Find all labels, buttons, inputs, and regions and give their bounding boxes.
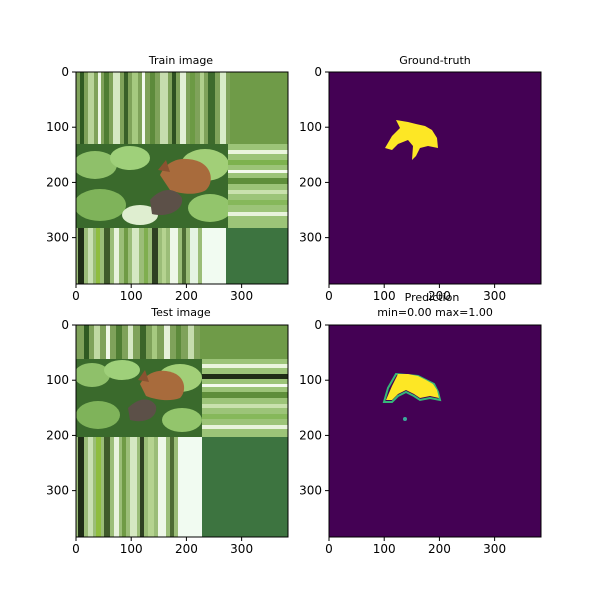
x-ticks: 0 100 200 300 (325, 537, 506, 556)
x-tick-label: 0 (325, 289, 333, 303)
panel-title: Test image (150, 306, 211, 319)
y-tick-label: 100 (46, 373, 69, 387)
x-tick-label: 100 (373, 542, 396, 556)
x-tick-label: 200 (428, 542, 451, 556)
x-ticks: 0 100 200 300 (72, 284, 253, 303)
panel-title: Ground-truth (399, 54, 471, 67)
y-tick-label: 0 (61, 65, 69, 79)
panel-title: Train image (148, 54, 213, 67)
x-tick-label: 200 (428, 289, 451, 303)
y-tick-label: 0 (314, 318, 322, 332)
y-tick-label: 100 (46, 120, 69, 134)
mask-shape (385, 120, 438, 160)
y-tick-label: 0 (314, 65, 322, 79)
axes-frame (75, 71, 289, 285)
train-image-canvas (76, 72, 288, 284)
y-tick-label: 200 (299, 175, 322, 189)
x-tick-label: 200 (175, 542, 198, 556)
panel-ground-truth: Ground-truth 0 100 200 300 0 100 200 300 (299, 54, 542, 303)
x-tick-label: 300 (483, 542, 506, 556)
axes-frame (328, 324, 542, 538)
y-tick-label: 300 (299, 231, 322, 245)
prediction-background (329, 325, 541, 537)
axes-frame (328, 71, 542, 285)
x-ticks: 0 100 200 300 (325, 284, 506, 303)
x-ticks: 0 100 200 300 (72, 537, 253, 556)
axes-frame (75, 324, 289, 538)
x-tick-label: 100 (120, 542, 143, 556)
panel-test-image: Test image (46, 306, 289, 556)
x-tick-label: 300 (230, 542, 253, 556)
x-tick-label: 0 (72, 542, 80, 556)
prediction-mask (386, 374, 439, 400)
test-image-canvas (76, 325, 288, 537)
x-tick-label: 100 (120, 289, 143, 303)
y-tick-label: 300 (299, 484, 322, 498)
y-ticks: 0 100 200 300 (46, 65, 76, 245)
x-tick-label: 200 (175, 289, 198, 303)
y-ticks: 0 100 200 300 (299, 65, 329, 245)
x-tick-label: 100 (373, 289, 396, 303)
y-tick-label: 100 (299, 120, 322, 134)
x-tick-label: 0 (72, 289, 80, 303)
y-tick-label: 200 (46, 428, 69, 442)
y-tick-label: 100 (299, 373, 322, 387)
y-ticks: 0 100 200 300 (299, 318, 329, 498)
prediction-edge (382, 372, 442, 403)
prediction-spot (403, 417, 407, 421)
y-tick-label: 200 (299, 428, 322, 442)
y-ticks: 0 100 200 300 (46, 318, 76, 498)
panel-train-image: Train image (46, 54, 289, 303)
panel-prediction: Prediction min=0.00 max=1.00 0 100 200 300 … (299, 291, 542, 556)
x-tick-label: 0 (325, 542, 333, 556)
y-tick-label: 200 (46, 175, 69, 189)
y-tick-label: 0 (61, 318, 69, 332)
x-tick-label: 300 (230, 289, 253, 303)
panel-subtitle: min=0.00 max=1.00 (377, 306, 493, 319)
mask-background (329, 72, 541, 284)
y-tick-label: 300 (46, 484, 69, 498)
x-tick-label: 300 (483, 289, 506, 303)
panel-title: Prediction (405, 291, 460, 304)
y-tick-label: 300 (46, 231, 69, 245)
